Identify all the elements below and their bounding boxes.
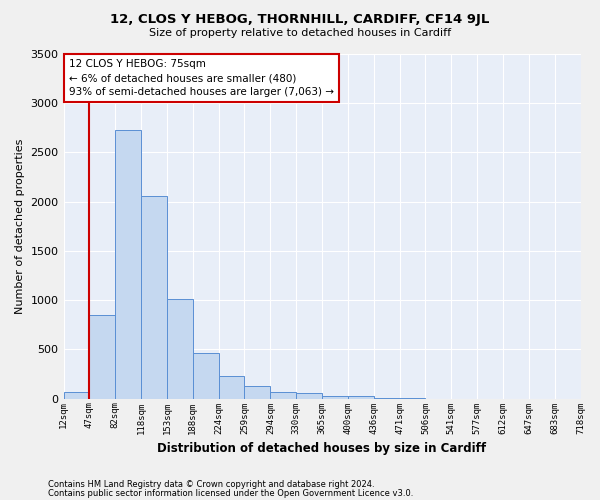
Text: 12, CLOS Y HEBOG, THORNHILL, CARDIFF, CF14 9JL: 12, CLOS Y HEBOG, THORNHILL, CARDIFF, CF… xyxy=(110,12,490,26)
Bar xyxy=(193,354,218,399)
Bar xyxy=(218,376,244,398)
Bar xyxy=(141,196,167,398)
Bar xyxy=(348,396,374,398)
Bar xyxy=(64,392,89,398)
Bar xyxy=(89,315,115,398)
Text: Size of property relative to detached houses in Cardiff: Size of property relative to detached ho… xyxy=(149,28,451,38)
Bar xyxy=(271,392,296,398)
Bar xyxy=(115,130,141,398)
Text: Contains HM Land Registry data © Crown copyright and database right 2024.: Contains HM Land Registry data © Crown c… xyxy=(48,480,374,489)
Bar xyxy=(244,386,271,398)
Bar xyxy=(167,299,193,398)
Y-axis label: Number of detached properties: Number of detached properties xyxy=(15,138,25,314)
Bar xyxy=(322,396,348,398)
X-axis label: Distribution of detached houses by size in Cardiff: Distribution of detached houses by size … xyxy=(157,442,487,455)
Text: 12 CLOS Y HEBOG: 75sqm
← 6% of detached houses are smaller (480)
93% of semi-det: 12 CLOS Y HEBOG: 75sqm ← 6% of detached … xyxy=(69,59,334,97)
Bar xyxy=(296,393,322,398)
Text: Contains public sector information licensed under the Open Government Licence v3: Contains public sector information licen… xyxy=(48,488,413,498)
